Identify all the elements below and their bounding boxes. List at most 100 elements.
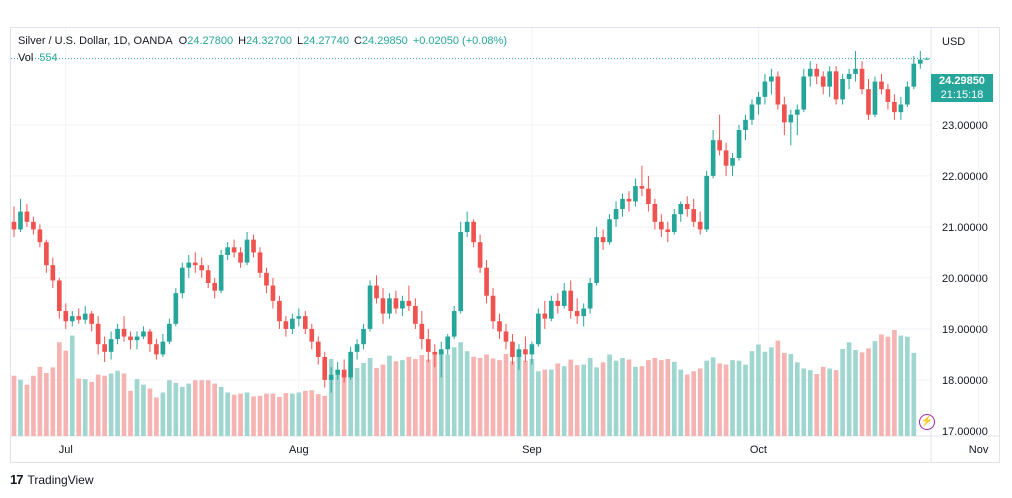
volume-bar: [44, 372, 49, 436]
volume-bar: [192, 380, 198, 436]
candle-body: [898, 104, 904, 113]
volume-bar: [154, 397, 159, 436]
volume-bar: [749, 351, 755, 436]
volume-bar: [464, 351, 470, 436]
x-tick-label: Sep: [522, 444, 542, 456]
candle-body: [167, 323, 172, 342]
volume-bar: [516, 352, 522, 436]
volume-bar: [788, 353, 794, 436]
candle-body: [89, 313, 95, 324]
candle-body: [451, 311, 457, 337]
candle-body: [717, 140, 722, 151]
volume-bar: [251, 396, 256, 436]
lightning-icon[interactable]: ⚡: [919, 414, 935, 430]
volume-bar: [568, 359, 574, 436]
candle-body: [471, 221, 476, 243]
volume-bar: [756, 344, 761, 436]
volume-bar: [179, 386, 185, 436]
volume-bar: [484, 354, 489, 436]
y-tick-label: 23.00000: [942, 120, 988, 132]
volume-bar: [63, 350, 69, 436]
change-value: +0.02050 (+0.08%): [412, 35, 507, 47]
volume-bar: [341, 371, 347, 436]
candle-body: [309, 328, 315, 342]
volume-bar: [173, 383, 179, 436]
volume-bar: [315, 394, 321, 436]
candle-body: [367, 285, 373, 329]
volume-bar: [283, 393, 289, 436]
volume-bar: [523, 360, 528, 436]
candle-body: [69, 316, 75, 322]
candle-body: [704, 175, 709, 230]
candle-body: [425, 339, 431, 352]
candle-body: [238, 252, 243, 263]
volume-bar: [322, 395, 328, 436]
close-value: 24.29850: [361, 35, 408, 47]
volume-bar: [24, 384, 30, 436]
candle-body: [225, 247, 230, 255]
candle-body: [432, 351, 438, 355]
volume-bar: [471, 356, 476, 436]
volume-bar: [866, 348, 871, 436]
volume-bar: [277, 396, 282, 436]
candle-body: [302, 316, 308, 329]
volume-bar: [393, 361, 399, 436]
candle-body: [218, 254, 224, 291]
candle-body: [697, 221, 703, 230]
volume-bar: [121, 373, 127, 436]
tradingview-logo[interactable]: 17 TradingView: [10, 472, 94, 487]
volume-bar: [387, 355, 392, 436]
candle-body: [775, 76, 781, 105]
volume-bar: [89, 381, 95, 436]
volume-bar: [335, 374, 341, 436]
candle-body: [917, 59, 923, 64]
candle-body: [840, 79, 845, 100]
volume-bar: [905, 336, 910, 436]
candle-body: [115, 328, 120, 340]
candle-body: [490, 295, 496, 322]
volume-bar: [587, 357, 593, 436]
volume-bar: [762, 351, 768, 436]
volume-bar: [257, 395, 263, 436]
candle-body: [283, 321, 289, 329]
volume-value: 554: [39, 52, 58, 64]
candle-body: [400, 300, 405, 309]
candle-body: [788, 114, 794, 123]
volume-bar: [807, 370, 813, 436]
candle-body: [548, 300, 554, 319]
candle-body: [134, 336, 140, 341]
candle-body: [762, 81, 768, 97]
volume-bar: [95, 374, 101, 436]
volume-bar: [536, 371, 541, 436]
y-tick-label: 18.00000: [942, 375, 988, 387]
volume-bar: [380, 364, 386, 436]
volume-bar: [581, 364, 586, 436]
candle-body: [18, 211, 23, 230]
volume-bar: [425, 359, 431, 436]
candle-body: [102, 344, 107, 352]
candle-body: [186, 262, 192, 268]
volume-bar: [231, 394, 237, 436]
volume-bar: [697, 368, 703, 436]
volume-bar: [419, 355, 425, 436]
y-tick-label: 19.00000: [942, 324, 988, 336]
candle-body: [244, 239, 250, 263]
candle-body: [523, 349, 528, 355]
volume-bar: [574, 365, 580, 436]
candle-body: [652, 203, 658, 222]
volume-bar: [147, 388, 153, 436]
volume-bar: [205, 380, 211, 436]
candle-body: [671, 214, 677, 232]
symbol-title[interactable]: Silver / U.S. Dollar, 1D, OANDA: [18, 35, 173, 47]
candle-body: [322, 356, 328, 380]
volume-bar: [348, 363, 353, 436]
volume-bar: [374, 367, 379, 436]
candle-body: [587, 283, 593, 309]
volume-bar: [167, 380, 172, 436]
volume-bar: [743, 364, 748, 436]
candle-body: [613, 209, 619, 220]
x-tick-label: Nov: [969, 444, 989, 456]
volume-bar: [717, 363, 722, 436]
volume-label[interactable]: Vol: [18, 52, 34, 64]
